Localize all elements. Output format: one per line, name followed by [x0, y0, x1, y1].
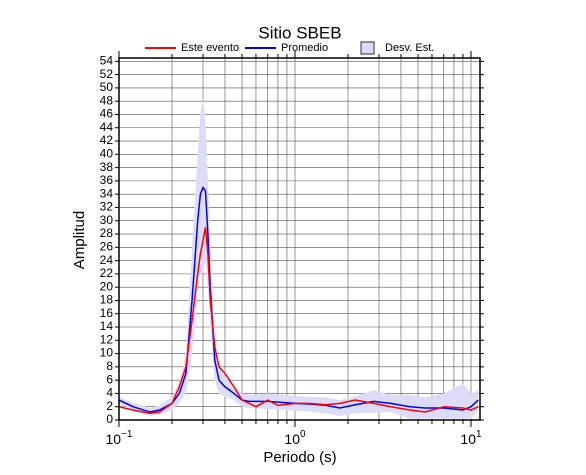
- y-tick-label: 48: [100, 93, 114, 107]
- y-tick-label: 34: [100, 186, 114, 200]
- y-tick-label: 14: [100, 319, 114, 333]
- x-axis-label: Periodo (s): [263, 449, 336, 466]
- y-tick-label: 30: [100, 213, 114, 227]
- y-tick-label: 20: [100, 279, 114, 293]
- plot-frame: [118, 57, 481, 421]
- y-tick-label: 52: [100, 67, 114, 81]
- x-tick-label: 101: [460, 429, 482, 447]
- y-tick-label: 8: [106, 359, 113, 373]
- y-tick-label: 40: [100, 146, 114, 160]
- std-band: [119, 97, 479, 419]
- y-tick-label: 28: [100, 226, 114, 240]
- legend-label: Promedio: [281, 42, 328, 54]
- legend-swatch: [360, 41, 375, 55]
- y-tick-label: 10: [100, 346, 114, 360]
- series-line: [118, 227, 479, 415]
- x-tick-base: 10: [284, 431, 300, 447]
- x-tick-label: 10−1: [106, 429, 133, 447]
- series-line: [118, 185, 479, 413]
- y-tick-label: 24: [100, 253, 114, 267]
- y-tick-label: 6: [106, 372, 113, 386]
- y-tick-label: 44: [100, 120, 114, 134]
- x-tick-label: 100: [284, 429, 306, 447]
- x-tick-exponent: 1: [476, 429, 482, 440]
- y-tick-label: 38: [100, 160, 114, 174]
- y-tick-label: 2: [106, 399, 113, 413]
- y-tick-label: 18: [100, 293, 114, 307]
- y-axis-label: Amplitud: [71, 211, 88, 269]
- legend-label: Desv. Est.: [385, 42, 434, 54]
- y-tick-label: 32: [100, 200, 114, 214]
- x-tick-base: 10: [460, 431, 476, 447]
- y-tick-label: 22: [100, 266, 114, 280]
- y-tick-label: 46: [100, 107, 114, 121]
- x-tick-exponent: 0: [300, 429, 306, 440]
- y-tick-label: 26: [100, 239, 114, 253]
- y-tick-label: 4: [106, 386, 113, 400]
- y-tick-label: 36: [100, 173, 114, 187]
- y-tick-label: 42: [100, 133, 114, 147]
- legend-label: Este evento: [181, 42, 239, 54]
- y-tick-label: 50: [100, 80, 114, 94]
- y-tick-label: 0: [106, 412, 113, 426]
- chart-title: Sitio SBEB: [258, 23, 341, 42]
- y-tick-label: 12: [100, 332, 114, 346]
- x-tick-exponent: −1: [121, 429, 133, 440]
- y-tick-label: 54: [100, 53, 114, 67]
- x-tick-base: 10: [106, 431, 122, 447]
- y-tick-label: 16: [100, 306, 114, 320]
